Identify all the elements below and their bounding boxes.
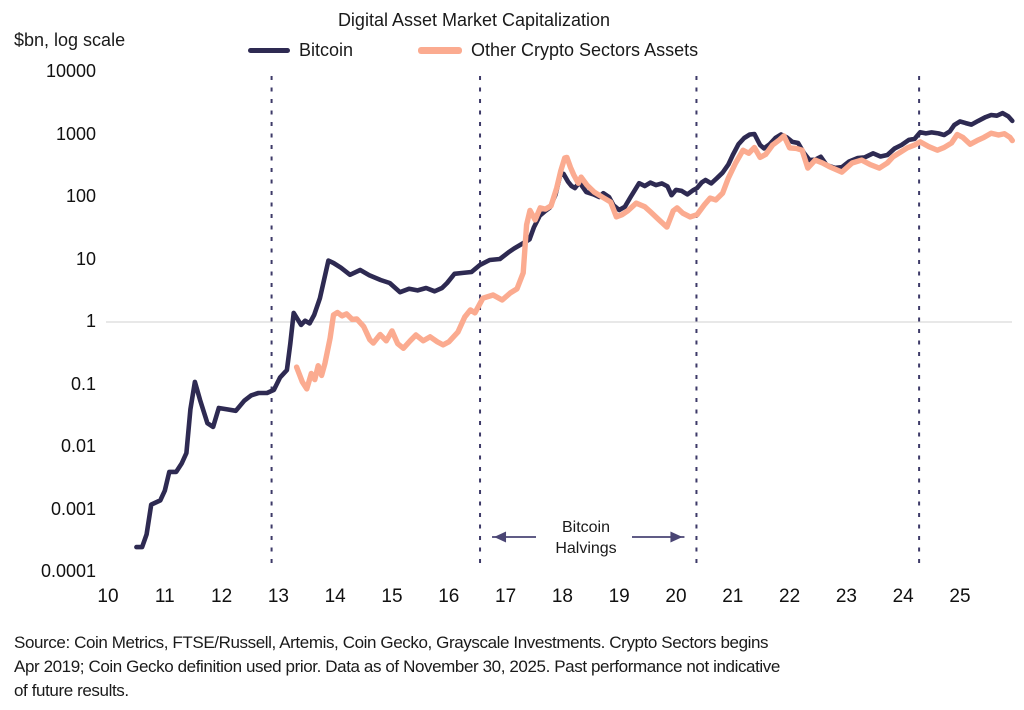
y-tick-label: 100 <box>65 186 96 206</box>
halvings-annotation-line2: Halvings <box>555 540 617 557</box>
other-crypto-line <box>293 130 1015 392</box>
source-note-line2: Apr 2019; Coin Gecko definition used pri… <box>14 657 780 676</box>
source-note-line1: Source: Coin Metrics, FTSE/Russell, Arte… <box>14 633 769 652</box>
x-tick-label: 24 <box>892 586 914 607</box>
y-tick-label: 0.1 <box>70 373 96 394</box>
x-tick-label: 18 <box>551 586 573 607</box>
x-tick-label: 22 <box>779 586 801 607</box>
y-tick-label: 1 <box>85 311 96 331</box>
bitcoin-line-swatch-icon <box>248 48 290 53</box>
x-tick-label: 21 <box>722 586 744 607</box>
other-crypto-line-swatch-icon <box>418 47 462 54</box>
x-tick-label: 19 <box>608 586 630 607</box>
x-tick-label: 15 <box>381 586 403 607</box>
legend-label-bitcoin: Bitcoin <box>299 40 354 60</box>
x-tick-label: 20 <box>665 586 687 607</box>
y-tick-label: 0.0001 <box>40 561 96 581</box>
legend-item-bitcoin: Bitcoin <box>248 40 353 61</box>
y-tick-label: 1000 <box>55 123 96 144</box>
y-tick-label: 0.01 <box>60 436 96 456</box>
x-tick-label: 12 <box>211 586 233 607</box>
source-note: Source: Coin Metrics, FTSE/Russell, Arte… <box>14 631 1019 703</box>
bitcoin-line <box>134 110 1015 550</box>
halvings-annotation: Bitcoin Halvings <box>531 517 641 559</box>
y-tick-label: 0.001 <box>50 498 96 519</box>
legend-item-other-crypto: Other Crypto Sectors Assets <box>418 40 698 61</box>
source-note-line3: of future results. <box>14 681 129 700</box>
x-tick-label: 10 <box>97 586 119 607</box>
x-tick-label: 14 <box>324 586 346 607</box>
x-tick-label: 17 <box>495 586 517 607</box>
halving-arrow-right-head <box>670 531 683 543</box>
x-tick-label: 23 <box>835 586 857 607</box>
x-tick-label: 11 <box>154 586 175 607</box>
legend-label-other-crypto: Other Crypto Sectors Assets <box>471 40 699 60</box>
chart-title: Digital Asset Market Capitalization <box>337 10 611 30</box>
halvings-annotation-line1: Bitcoin <box>561 519 611 536</box>
x-tick-label: 16 <box>438 586 460 607</box>
y-tick-label: 10000 <box>45 61 96 81</box>
halving-arrow-left-head <box>494 531 507 543</box>
x-tick-label: 13 <box>267 586 289 607</box>
y-tick-label: 10 <box>75 248 96 269</box>
x-tick-label: 25 <box>949 586 971 607</box>
y-axis-unit-label: $bn, log scale <box>14 30 126 50</box>
